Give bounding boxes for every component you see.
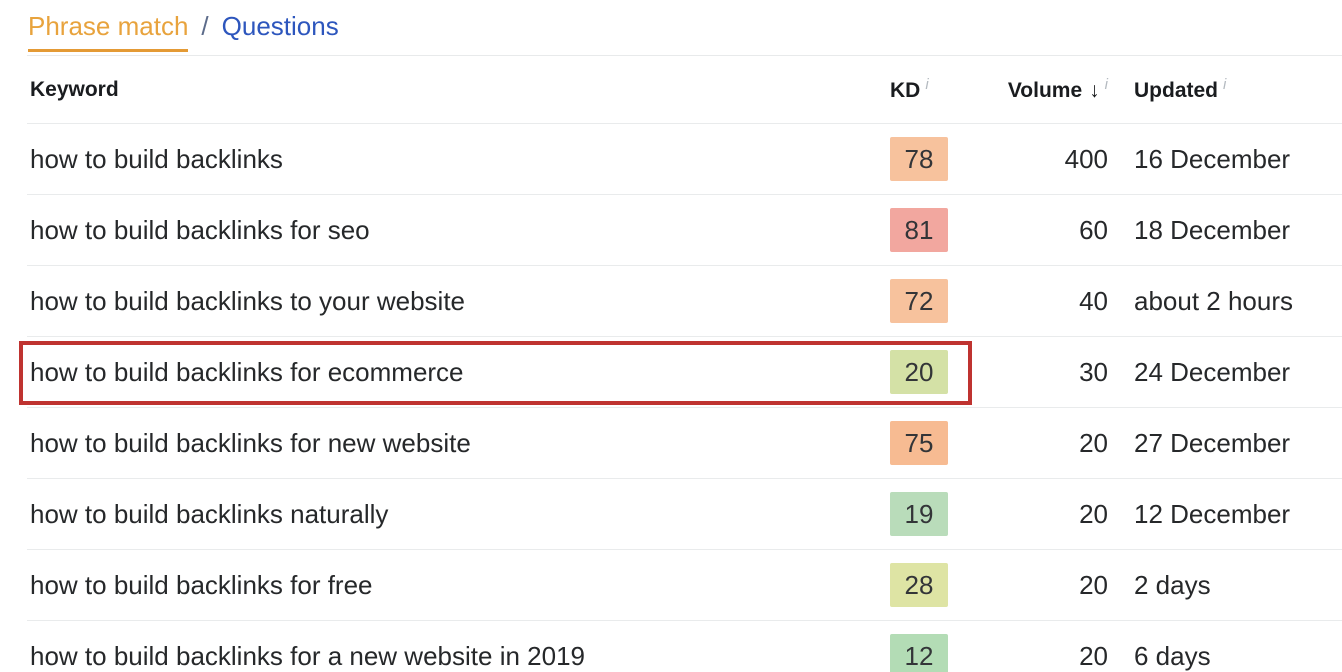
kd-cell: 28 xyxy=(890,563,970,607)
info-icon[interactable]: i xyxy=(1104,76,1108,93)
kd-cell: 75 xyxy=(890,421,970,465)
keywords-table: Keyword KD i Volume ↓ i Updated i how to bui… xyxy=(0,56,1342,672)
header-keyword: Keyword xyxy=(30,77,119,101)
updated-cell: 2 days xyxy=(1134,569,1211,600)
header-kd[interactable]: KD i xyxy=(890,76,929,102)
volume-cell: 20 xyxy=(1079,427,1108,458)
kd-cell: 19 xyxy=(890,492,970,536)
volume-cell: 20 xyxy=(1079,640,1108,671)
kd-cell: 12 xyxy=(890,634,970,672)
table-row: how to build backlinks to your website 7… xyxy=(27,266,1342,337)
volume-cell: 30 xyxy=(1079,356,1108,387)
table-row: how to build backlinks for free 28 20 2 … xyxy=(27,550,1342,621)
table-body: how to build backlinks 78 400 16 Decembe… xyxy=(0,124,1342,672)
keyword-cell: how to build backlinks for new website xyxy=(30,427,471,458)
table-row: how to build backlinks 78 400 16 Decembe… xyxy=(27,124,1342,195)
table-row: how to build backlinks for seo 81 60 18 … xyxy=(27,195,1342,266)
kd-cell: 72 xyxy=(890,279,970,323)
volume-cell: 20 xyxy=(1079,498,1108,529)
header-updated[interactable]: Updated i xyxy=(1134,76,1227,102)
info-icon[interactable]: i xyxy=(925,76,929,93)
keyword-cell: how to build backlinks to your website xyxy=(30,285,466,316)
volume-cell: 20 xyxy=(1079,569,1108,600)
table-row: how to build backlinks naturally 19 20 1… xyxy=(27,479,1342,550)
kd-badge: 81 xyxy=(890,208,948,252)
kd-badge: 28 xyxy=(890,563,948,607)
kd-badge: 20 xyxy=(890,350,948,394)
updated-cell: 16 December xyxy=(1134,143,1291,174)
updated-cell: 18 December xyxy=(1134,214,1291,245)
keyword-cell: how to build backlinks for a new website… xyxy=(30,640,585,671)
tabbar-divider xyxy=(27,55,1342,56)
kd-cell: 78 xyxy=(890,137,970,181)
kd-cell: 81 xyxy=(890,208,970,252)
updated-cell: 24 December xyxy=(1134,356,1291,387)
keyword-cell: how to build backlinks for ecommerce xyxy=(30,356,464,387)
kd-badge: 78 xyxy=(890,137,948,181)
keyword-cell: how to build backlinks naturally xyxy=(30,498,389,529)
keyword-cell: how to build backlinks for free xyxy=(30,569,373,600)
kd-badge: 19 xyxy=(890,492,948,536)
volume-cell: 40 xyxy=(1079,285,1108,316)
volume-cell: 400 xyxy=(1064,143,1108,174)
tab-phrase-match[interactable]: Phrase match xyxy=(28,11,189,52)
sort-descending-icon[interactable]: ↓ xyxy=(1089,79,1100,102)
info-icon[interactable]: i xyxy=(1223,76,1227,93)
updated-cell: 12 December xyxy=(1134,498,1291,529)
updated-cell: 6 days xyxy=(1134,640,1211,671)
volume-cell: 60 xyxy=(1079,214,1108,245)
table-row: how to build backlinks for ecommerce 20 … xyxy=(19,337,1342,408)
kd-badge: 72 xyxy=(890,279,948,323)
keyword-cell: how to build backlinks for seo xyxy=(30,214,370,245)
kd-cell: 20 xyxy=(890,350,970,394)
table-header-row: Keyword KD i Volume ↓ i Updated i xyxy=(27,56,1342,124)
keyword-cell: how to build backlinks xyxy=(30,143,283,174)
table-row: how to build backlinks for new website 7… xyxy=(27,408,1342,479)
kd-badge: 12 xyxy=(890,634,948,672)
report-tabbar: Phrase match / Questions xyxy=(0,0,1342,55)
kd-badge: 75 xyxy=(890,421,948,465)
table-row: how to build backlinks for a new website… xyxy=(27,621,1342,672)
updated-cell: 27 December xyxy=(1134,427,1291,458)
header-volume[interactable]: Volume ↓ i xyxy=(1007,76,1108,102)
updated-cell: about 2 hours xyxy=(1134,285,1294,316)
tab-separator: / xyxy=(201,11,209,41)
tab-questions[interactable]: Questions xyxy=(221,11,339,41)
